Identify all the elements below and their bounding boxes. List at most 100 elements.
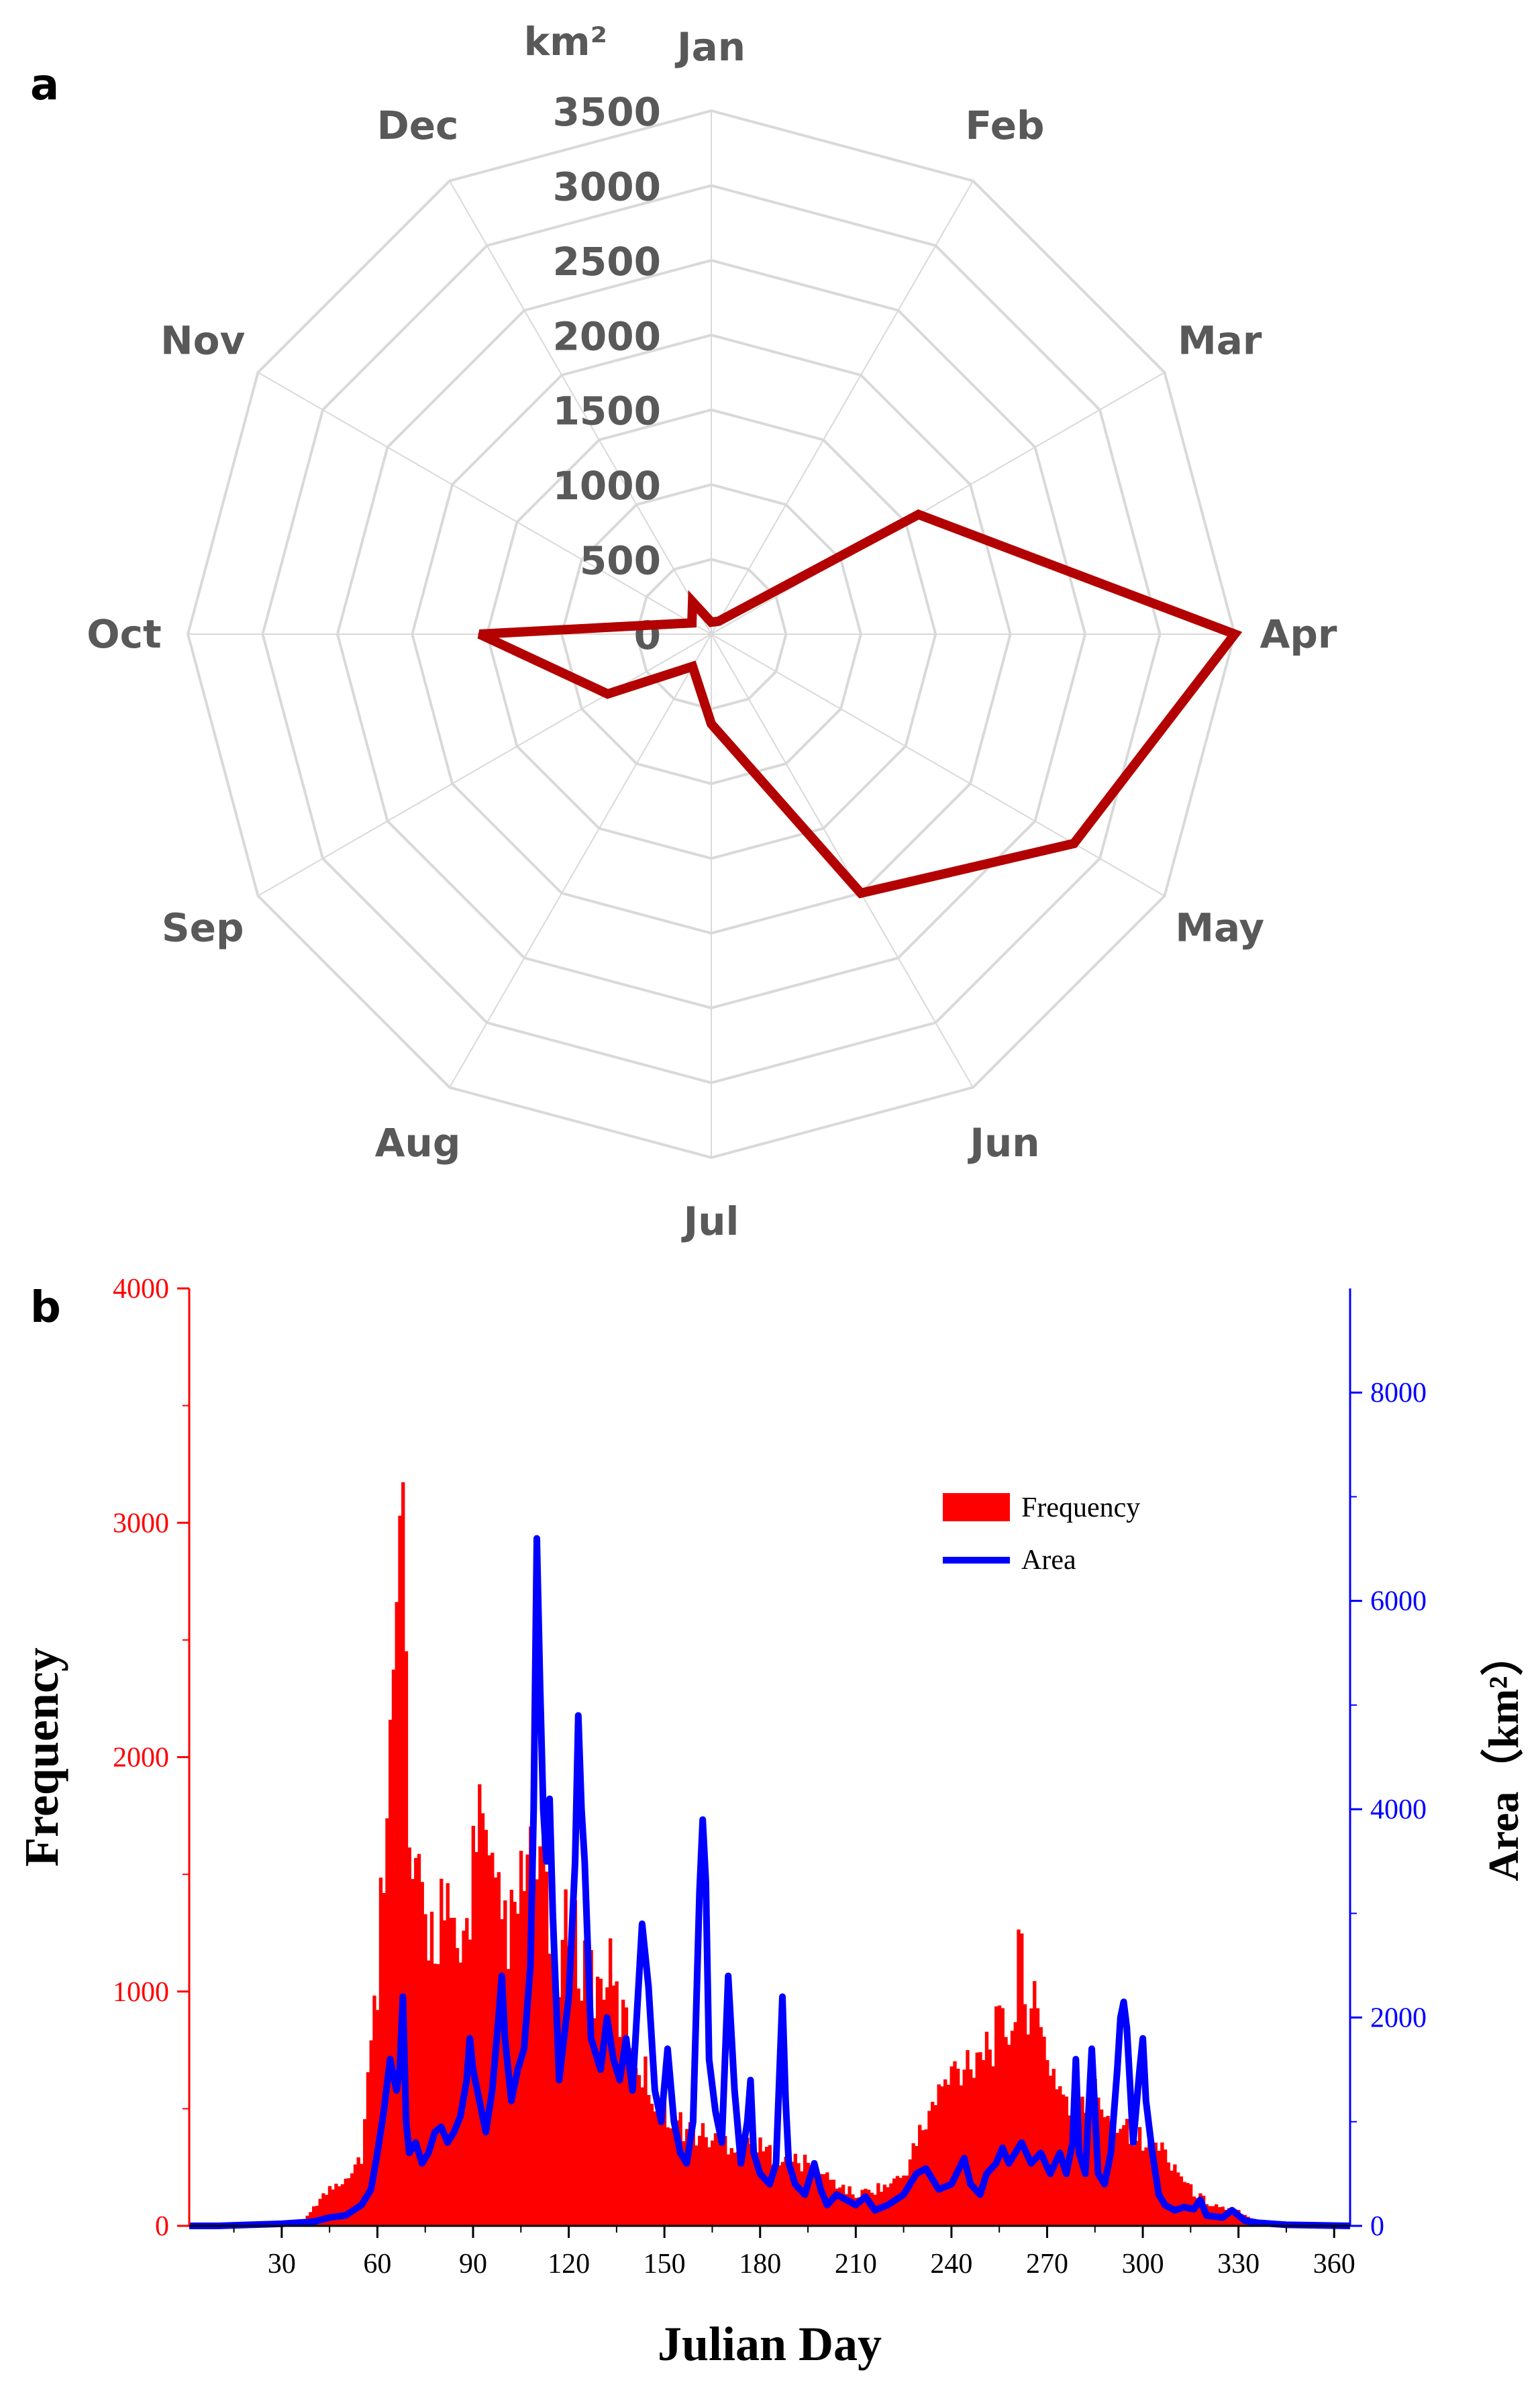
frequency-bar bbox=[695, 2145, 699, 2226]
frequency-bar bbox=[698, 2135, 702, 2226]
frequency-bar bbox=[815, 2177, 820, 2226]
frequency-bar bbox=[780, 2161, 784, 2226]
frequency-bar bbox=[902, 2176, 906, 2226]
radar-category-label: Sep bbox=[162, 905, 244, 951]
frequency-bar bbox=[758, 2137, 762, 2226]
radar-point bbox=[717, 619, 721, 623]
frequency-bar bbox=[1048, 2076, 1053, 2226]
frequency-bar bbox=[634, 2068, 638, 2226]
frequency-bar bbox=[662, 2089, 667, 2226]
frequency-bar bbox=[864, 2188, 868, 2226]
y-right-tick-label: 4000 bbox=[1370, 1794, 1427, 1825]
frequency-bar bbox=[1176, 2172, 1180, 2226]
frequency-bar bbox=[484, 1829, 488, 2226]
frequency-bar bbox=[593, 2018, 597, 2226]
frequency-bar bbox=[997, 2005, 1002, 2226]
frequency-bar bbox=[334, 2184, 338, 2226]
frequency-bar bbox=[717, 2133, 721, 2226]
frequency-bar bbox=[777, 2165, 782, 2226]
radar-point bbox=[1072, 842, 1076, 845]
frequency-bar bbox=[943, 2079, 947, 2226]
frequency-bar bbox=[519, 1851, 523, 2226]
frequency-bar bbox=[1013, 2022, 1017, 2226]
radar-category-label: Aug bbox=[375, 1120, 461, 1166]
frequency-bar bbox=[608, 1938, 613, 2226]
frequency-bar bbox=[474, 1851, 478, 2226]
frequency-bar bbox=[1119, 2129, 1123, 2226]
radar-spoke bbox=[711, 181, 974, 635]
frequency-bar bbox=[1125, 2119, 1129, 2226]
frequency-bar bbox=[647, 2095, 651, 2226]
frequency-bar bbox=[774, 2165, 778, 2226]
frequency-bar bbox=[682, 2141, 686, 2226]
frequency-bar bbox=[819, 2174, 823, 2226]
frequency-bar bbox=[471, 1825, 475, 2226]
frequency-bar bbox=[678, 2112, 682, 2226]
radar-point bbox=[917, 513, 920, 516]
frequency-bar bbox=[1099, 2109, 1104, 2226]
frequency-bar bbox=[969, 2069, 973, 2226]
frequency-bar bbox=[570, 1908, 574, 2226]
frequency-bar bbox=[340, 2184, 345, 2226]
frequency-bar bbox=[675, 2120, 680, 2226]
frequency-bar bbox=[338, 2186, 342, 2226]
frequency-bar bbox=[366, 2072, 370, 2226]
frequency-bar bbox=[1195, 2198, 1199, 2226]
frequency-bar bbox=[1026, 2034, 1030, 2226]
radar-spoke bbox=[258, 372, 712, 635]
x-tick-label: 120 bbox=[548, 2249, 590, 2280]
frequency-bar bbox=[972, 2078, 976, 2226]
radar-point bbox=[710, 621, 713, 624]
frequency-bar bbox=[946, 2084, 951, 2226]
frequency-bar bbox=[723, 2136, 727, 2226]
legend-frequency-swatch bbox=[943, 1493, 1010, 1521]
frequency-bar bbox=[764, 2147, 769, 2226]
frequency-bar bbox=[407, 1847, 411, 2226]
frequency-bar bbox=[746, 2137, 750, 2226]
frequency-bar bbox=[1035, 2008, 1040, 2226]
frequency-bar bbox=[1188, 2184, 1193, 2226]
frequency-bar bbox=[637, 2075, 641, 2226]
frequency-bar bbox=[513, 1902, 517, 2226]
frequency-bar bbox=[787, 2150, 791, 2226]
frequency-bar bbox=[586, 1980, 591, 2226]
frequency-bar bbox=[1023, 2004, 1027, 2226]
frequency-bar bbox=[436, 1963, 440, 2226]
frequency-bar bbox=[440, 1878, 444, 2226]
frequency-bar bbox=[624, 2007, 629, 2226]
frequency-bar bbox=[1020, 1933, 1024, 2226]
frequency-bar bbox=[567, 1946, 571, 2226]
frequency-bar bbox=[940, 2086, 944, 2226]
frequency-bar bbox=[1077, 2110, 1081, 2226]
frequency-bar bbox=[1186, 2183, 1190, 2226]
frequency-bar bbox=[1160, 2142, 1164, 2226]
frequency-bar bbox=[1045, 2059, 1049, 2226]
frequency-bar bbox=[956, 2068, 960, 2226]
x-tick-label: 30 bbox=[268, 2249, 296, 2280]
frequency-bar bbox=[385, 1818, 389, 2226]
radar-tick-label: 3500 bbox=[553, 89, 661, 135]
frequency-bar bbox=[854, 2198, 858, 2226]
frequency-bar bbox=[1090, 2104, 1094, 2226]
frequency-bar bbox=[975, 2052, 979, 2226]
frequency-bar bbox=[417, 1853, 421, 2226]
frequency-bar bbox=[931, 2102, 935, 2226]
frequency-bar bbox=[797, 2163, 801, 2226]
frequency-bar bbox=[551, 1960, 555, 2226]
frequency-bar bbox=[318, 2198, 322, 2226]
frequency-bar bbox=[1007, 2045, 1011, 2226]
frequency-bar bbox=[468, 1939, 472, 2226]
frequency-bar bbox=[564, 1889, 568, 2226]
legend-area-label: Area bbox=[1021, 1545, 1076, 1576]
frequency-bar bbox=[736, 2151, 740, 2226]
frequency-bar bbox=[978, 2052, 982, 2226]
frequency-bar bbox=[631, 2047, 635, 2226]
frequency-bar bbox=[363, 2119, 367, 2226]
frequency-bar bbox=[420, 1882, 424, 2226]
frequency-bar bbox=[404, 1651, 409, 2226]
frequency-bar bbox=[573, 1900, 578, 2226]
frequency-bar bbox=[538, 1846, 542, 2226]
frequency-bar bbox=[1131, 2145, 1135, 2226]
frequency-bar bbox=[1029, 2008, 1033, 2226]
frequency-bar bbox=[627, 2055, 631, 2226]
